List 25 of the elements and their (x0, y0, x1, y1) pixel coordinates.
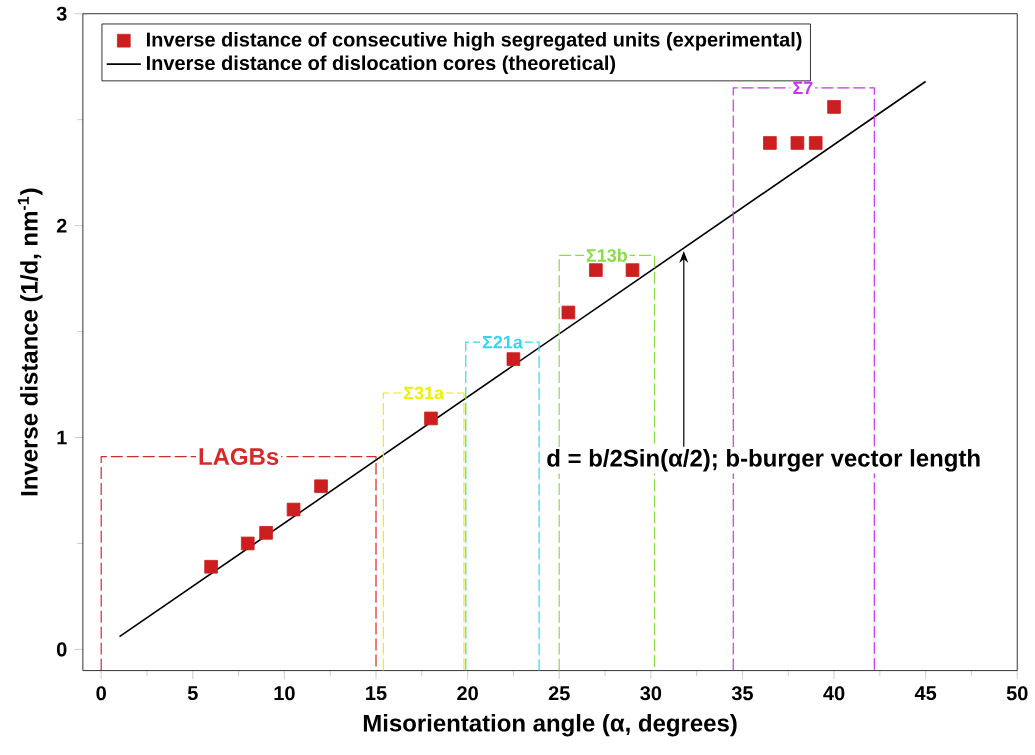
x-tick-label: 40 (823, 685, 845, 701)
y-tick-label: 1 (57, 430, 67, 445)
x-tick-label: 20 (457, 685, 478, 701)
x-tick-label: 30 (640, 685, 662, 701)
annotation: Σ31a (404, 386, 445, 400)
x-tick-label: 35 (731, 685, 753, 701)
legend-label: Inverse distance of dislocation cores (theoretical) (146, 55, 616, 74)
x-tick-label: 45 (914, 685, 937, 700)
x-tick-label: 0 (96, 685, 106, 701)
annotation: Σ21a (482, 335, 523, 349)
annotation: d = b/2Sin(α/2); b-burger vector length (547, 448, 980, 472)
x-tick-label: 15 (366, 685, 387, 700)
y-tick-label: 0 (56, 642, 67, 657)
x-tick-label: 50 (1006, 685, 1028, 701)
x-tick-label: 5 (187, 685, 198, 700)
y-tick-label: 2 (56, 218, 67, 233)
x-tick-label: 10 (274, 685, 295, 701)
x-axis-title: Misorientation angle (α, degrees) (363, 713, 737, 737)
y-tick-label: 3 (56, 6, 67, 21)
y-axis-title: Inverse distance (1/d, nm$^{-1}$) (17, 188, 43, 496)
x-tick-label: 25 (548, 685, 570, 701)
annotation: LAGBs (199, 447, 279, 465)
legend-label: Inverse distance of consecutive high segregated units (experimental) (146, 31, 802, 51)
annotation: Σ7 (793, 81, 813, 94)
annotation: Σ13b (586, 248, 627, 262)
